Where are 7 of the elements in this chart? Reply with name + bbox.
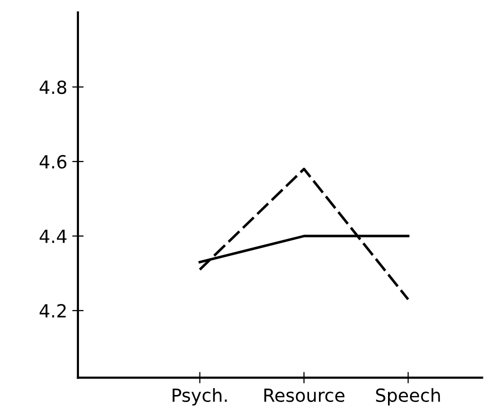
y-tick-label: 4.4 <box>40 230 66 243</box>
x-tick-label: Speech <box>376 388 440 406</box>
x-tick-label: Resource <box>264 388 344 402</box>
y-tick-label: 4.8 <box>40 80 66 94</box>
y-tick-label: 4.2 <box>40 304 66 318</box>
x-tick-label: Psych. <box>172 388 227 406</box>
y-tick-label: 4.6 <box>40 154 66 169</box>
